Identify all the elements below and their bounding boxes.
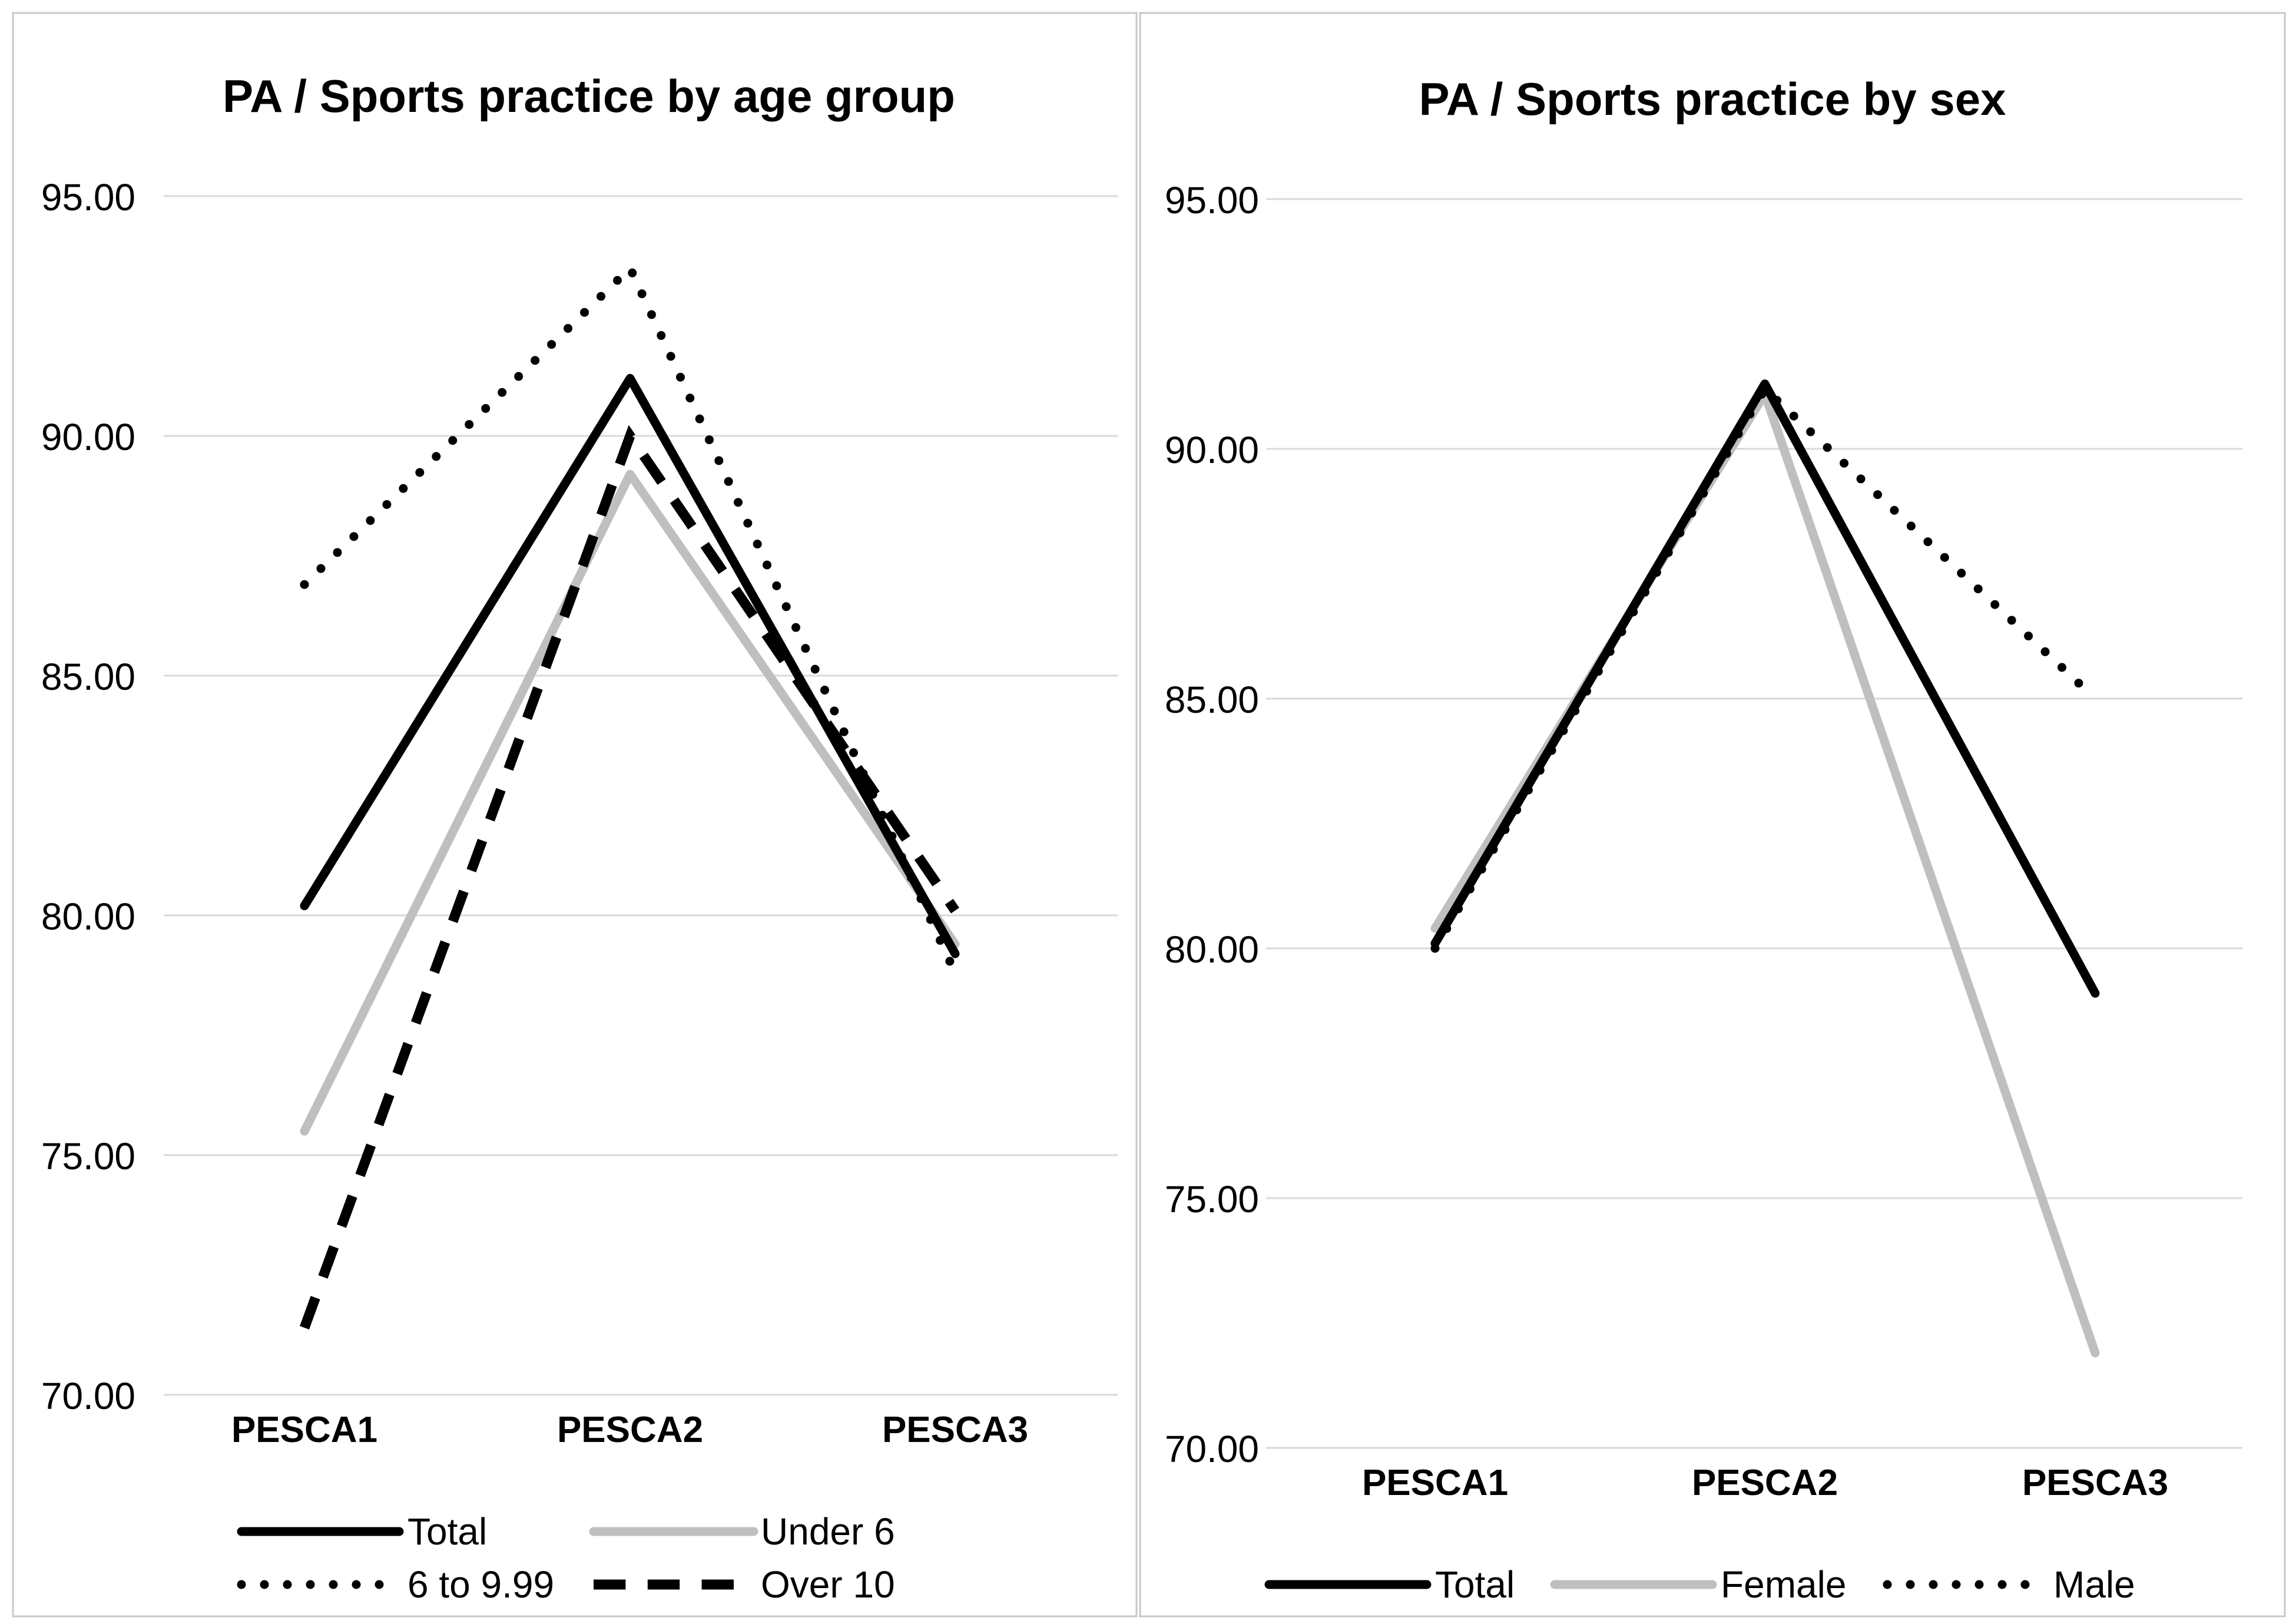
y-tick-label: 80.00 — [1165, 928, 1259, 971]
chart-title: PA / Sports practice by age group — [223, 70, 955, 122]
series-line-total — [300, 373, 960, 958]
legend-label: Male — [2053, 1563, 2135, 1606]
chart-2: PA / Sports practice by sex 70.00 75.00 80.… — [1139, 12, 2286, 1618]
y-tick-label: 95.00 — [41, 176, 135, 219]
series-line-total — [1430, 379, 2100, 998]
legend-label: Total — [1435, 1563, 1515, 1606]
y-tick-label: 90.00 — [41, 416, 135, 458]
y-tick-label: 95.00 — [1165, 179, 1259, 221]
y-tick-label: 90.00 — [1165, 429, 1259, 471]
chart-frame — [12, 12, 1138, 1618]
x-tick-label: PESCA3 — [2022, 1463, 2168, 1503]
legend-label: Under 6 — [761, 1510, 895, 1553]
y-tick-label: 75.00 — [1165, 1178, 1259, 1221]
x-tick-label: PESCA3 — [882, 1410, 1028, 1450]
y-tick-label: 70.00 — [1165, 1428, 1259, 1470]
chart-title: PA / Sports practice by sex — [1419, 73, 2006, 125]
chart-frame — [1139, 12, 2286, 1618]
x-tick-label: PESCA2 — [1692, 1463, 1838, 1503]
legend-label: 6 to 9.99 — [407, 1563, 554, 1606]
series-line-over-10 — [300, 425, 960, 1329]
x-tick-label: PESCA1 — [231, 1410, 377, 1450]
y-tick-label: 70.00 — [41, 1375, 135, 1417]
y-tick-label: 75.00 — [41, 1135, 135, 1178]
legend-label: Total — [407, 1510, 487, 1553]
x-tick-label: PESCA1 — [1362, 1463, 1508, 1503]
y-tick-label: 85.00 — [41, 656, 135, 698]
y-tick-label: 85.00 — [1165, 679, 1259, 721]
legend-label: Female — [1721, 1563, 1846, 1606]
x-tick-label: PESCA2 — [557, 1410, 703, 1450]
legend-label: Over 10 — [761, 1563, 895, 1606]
series-line-under-6 — [300, 469, 960, 1136]
chart-1: PA / Sports practice by age group 70.00 75… — [12, 12, 1138, 1618]
y-tick-label: 80.00 — [41, 895, 135, 938]
